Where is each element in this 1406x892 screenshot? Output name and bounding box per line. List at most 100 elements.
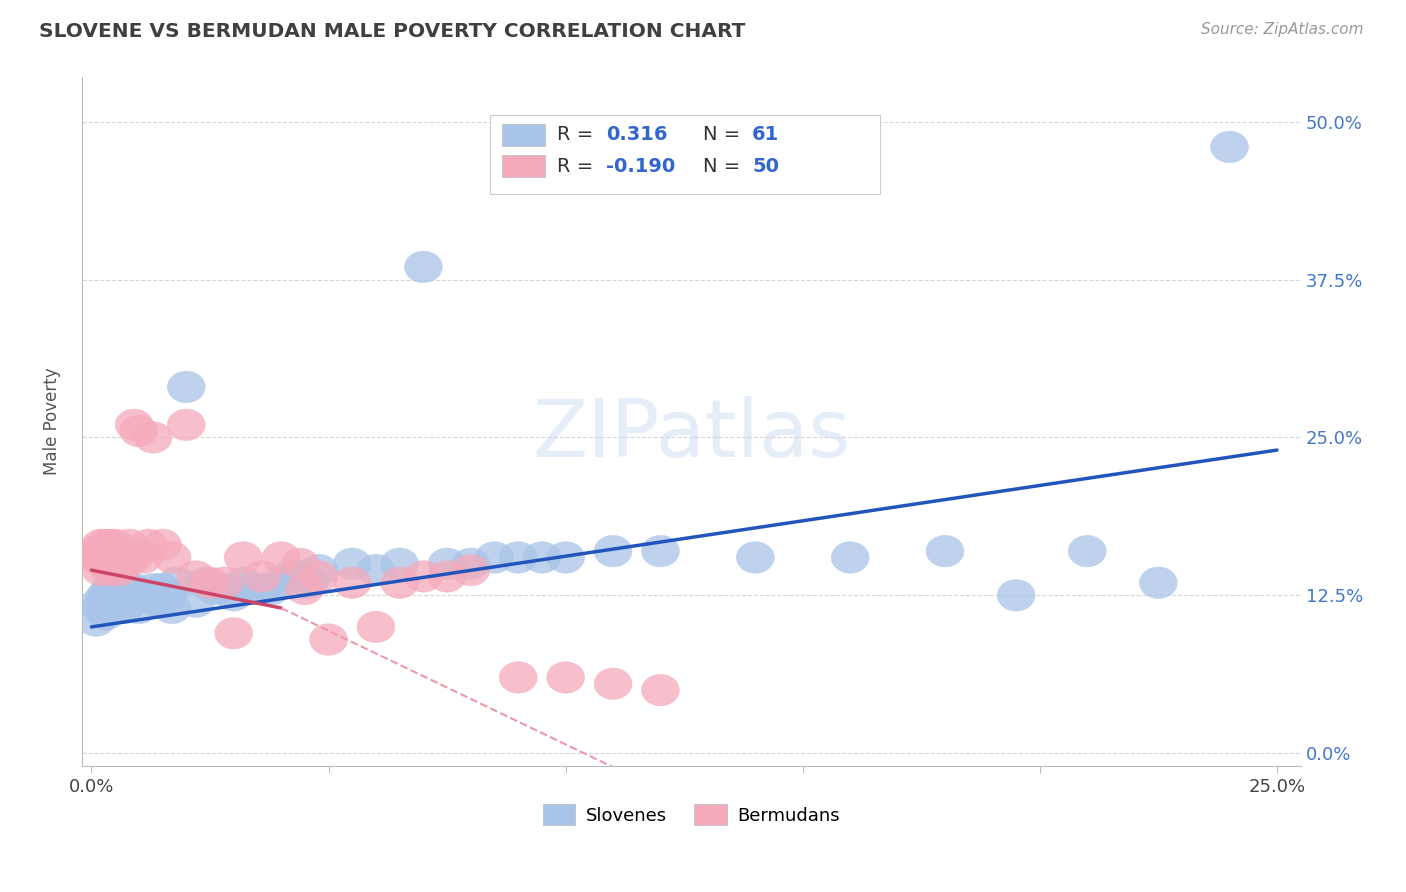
Ellipse shape xyxy=(120,580,157,611)
Text: Source: ZipAtlas.com: Source: ZipAtlas.com xyxy=(1201,22,1364,37)
Ellipse shape xyxy=(91,529,129,560)
Ellipse shape xyxy=(115,409,153,441)
Ellipse shape xyxy=(96,541,134,574)
Ellipse shape xyxy=(143,529,181,560)
Ellipse shape xyxy=(105,592,143,624)
Ellipse shape xyxy=(233,574,271,605)
Ellipse shape xyxy=(91,574,129,605)
Ellipse shape xyxy=(96,548,134,580)
Text: N =: N = xyxy=(703,125,741,145)
Legend: Slovenes, Bermudans: Slovenes, Bermudans xyxy=(536,797,848,832)
Ellipse shape xyxy=(111,574,149,605)
Text: SLOVENE VS BERMUDAN MALE POVERTY CORRELATION CHART: SLOVENE VS BERMUDAN MALE POVERTY CORRELA… xyxy=(39,22,745,41)
Ellipse shape xyxy=(405,252,443,283)
Text: -0.190: -0.190 xyxy=(606,157,675,176)
Ellipse shape xyxy=(271,560,309,592)
Ellipse shape xyxy=(157,567,195,599)
Ellipse shape xyxy=(427,560,465,592)
Ellipse shape xyxy=(87,541,125,574)
Ellipse shape xyxy=(77,605,115,636)
Ellipse shape xyxy=(333,548,371,580)
Ellipse shape xyxy=(1139,567,1177,599)
Ellipse shape xyxy=(499,541,537,574)
Ellipse shape xyxy=(224,541,262,574)
Y-axis label: Male Poverty: Male Poverty xyxy=(44,368,60,475)
Ellipse shape xyxy=(120,592,157,624)
Ellipse shape xyxy=(523,541,561,574)
Ellipse shape xyxy=(381,567,419,599)
Ellipse shape xyxy=(82,541,120,574)
Ellipse shape xyxy=(115,541,153,574)
Ellipse shape xyxy=(997,580,1035,611)
Ellipse shape xyxy=(91,554,129,586)
Ellipse shape xyxy=(831,541,869,574)
Ellipse shape xyxy=(927,535,965,567)
Ellipse shape xyxy=(253,574,291,605)
Ellipse shape xyxy=(125,541,163,574)
Ellipse shape xyxy=(333,567,371,599)
Ellipse shape xyxy=(91,592,129,624)
Ellipse shape xyxy=(177,560,215,592)
Ellipse shape xyxy=(281,560,319,592)
Text: N =: N = xyxy=(703,157,741,176)
Ellipse shape xyxy=(87,580,125,611)
Ellipse shape xyxy=(82,592,120,624)
Ellipse shape xyxy=(299,554,337,586)
Ellipse shape xyxy=(243,560,281,592)
Ellipse shape xyxy=(134,422,172,453)
Ellipse shape xyxy=(641,674,679,706)
Ellipse shape xyxy=(91,541,129,574)
Ellipse shape xyxy=(262,541,299,574)
Ellipse shape xyxy=(143,586,181,617)
Ellipse shape xyxy=(77,541,115,574)
Ellipse shape xyxy=(96,592,134,624)
Ellipse shape xyxy=(357,611,395,643)
Ellipse shape xyxy=(547,662,585,693)
Ellipse shape xyxy=(96,580,134,611)
Ellipse shape xyxy=(167,371,205,402)
Ellipse shape xyxy=(641,535,679,567)
Ellipse shape xyxy=(77,535,115,567)
Text: R =: R = xyxy=(557,125,593,145)
Ellipse shape xyxy=(186,567,224,599)
Ellipse shape xyxy=(134,574,172,605)
Text: 0.316: 0.316 xyxy=(606,125,668,145)
Ellipse shape xyxy=(357,554,395,586)
Ellipse shape xyxy=(96,529,134,560)
Ellipse shape xyxy=(105,548,143,580)
Text: 50: 50 xyxy=(752,157,779,176)
Ellipse shape xyxy=(153,541,191,574)
Ellipse shape xyxy=(105,586,143,617)
Ellipse shape xyxy=(82,586,120,617)
Ellipse shape xyxy=(215,617,253,649)
Ellipse shape xyxy=(101,592,139,624)
Ellipse shape xyxy=(451,554,489,586)
Text: 61: 61 xyxy=(752,125,779,145)
Ellipse shape xyxy=(101,541,139,574)
Ellipse shape xyxy=(101,554,139,586)
Text: ZIPatlas: ZIPatlas xyxy=(533,396,851,475)
Ellipse shape xyxy=(129,529,167,560)
Ellipse shape xyxy=(115,574,153,605)
Ellipse shape xyxy=(427,548,465,580)
Ellipse shape xyxy=(262,567,299,599)
Ellipse shape xyxy=(1069,535,1107,567)
Ellipse shape xyxy=(205,567,243,599)
Text: R =: R = xyxy=(557,157,593,176)
Ellipse shape xyxy=(82,554,120,586)
Ellipse shape xyxy=(101,574,139,605)
Ellipse shape xyxy=(299,560,337,592)
Ellipse shape xyxy=(120,416,157,447)
Ellipse shape xyxy=(111,586,149,617)
FancyBboxPatch shape xyxy=(502,124,546,146)
Ellipse shape xyxy=(177,586,215,617)
Ellipse shape xyxy=(87,548,125,580)
Ellipse shape xyxy=(82,529,120,560)
Ellipse shape xyxy=(475,541,513,574)
Ellipse shape xyxy=(139,586,177,617)
Ellipse shape xyxy=(87,599,125,630)
Ellipse shape xyxy=(87,529,125,560)
Ellipse shape xyxy=(285,574,323,605)
Ellipse shape xyxy=(547,541,585,574)
Ellipse shape xyxy=(153,592,191,624)
